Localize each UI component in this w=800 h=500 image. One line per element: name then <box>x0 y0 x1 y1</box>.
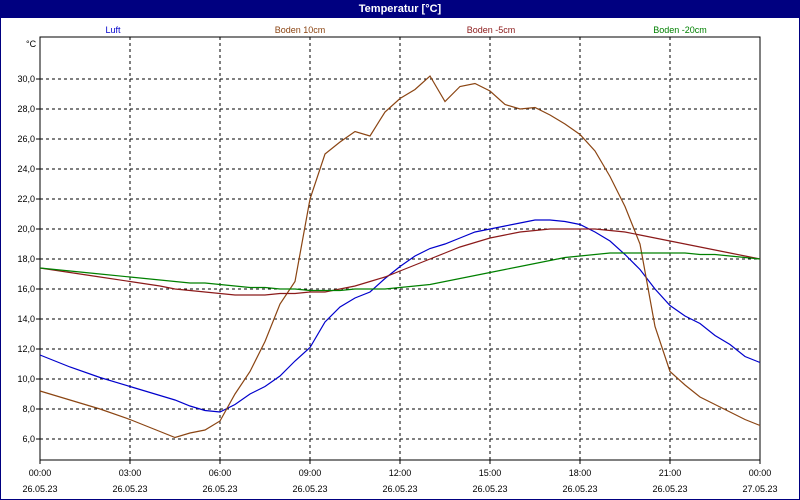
x-tick-date: 26.05.23 <box>562 484 597 494</box>
x-tick-date: 26.05.23 <box>382 484 417 494</box>
y-tick-label: 18,0 <box>17 254 35 264</box>
x-tick-time: 00:00 <box>749 468 772 478</box>
y-tick-label: 16,0 <box>17 284 35 294</box>
x-tick-time: 12:00 <box>389 468 412 478</box>
series-line-boden-20cm <box>39 252 761 292</box>
y-tick-label: 22,0 <box>17 194 35 204</box>
series-line-boden-10cm <box>39 75 761 439</box>
y-tick-label: 14,0 <box>17 314 35 324</box>
y-tick-label: 28,0 <box>17 104 35 114</box>
x-tick-date: 26.05.23 <box>472 484 507 494</box>
x-tick-date: 26.05.23 <box>22 484 57 494</box>
legend-entry: Boden 10cm <box>275 25 326 35</box>
series-line-boden-5cm <box>39 228 761 296</box>
axes: °C 6,0 8,0 10,0 12,0 14,0 16,0 18,0 20,0 22,0 24,… <box>17 39 777 494</box>
x-tick-time: 00:00 <box>29 468 52 478</box>
x-tick-time: 06:00 <box>209 468 232 478</box>
legend-entry: Boden -5cm <box>467 25 516 35</box>
y-tick-label: 8,0 <box>22 404 35 414</box>
y-tick-label: 26,0 <box>17 134 35 144</box>
x-tick-date: 27.05.23 <box>742 484 777 494</box>
x-tick-date: 26.05.23 <box>202 484 237 494</box>
x-tick-date: 26.05.23 <box>292 484 327 494</box>
x-tick-time: 18:00 <box>569 468 592 478</box>
series-line-luft <box>39 219 761 413</box>
y-tick-label: 30,0 <box>17 74 35 84</box>
y-tick-label: 6,0 <box>22 434 35 444</box>
legend: Luft Boden 10cm Boden -5cm Boden -20cm <box>105 25 706 35</box>
legend-entry: Luft <box>105 25 121 35</box>
x-tick-time: 21:00 <box>659 468 682 478</box>
x-tick-time: 15:00 <box>479 468 502 478</box>
y-tick-label: 24,0 <box>17 164 35 174</box>
y-tick-label: 12,0 <box>17 344 35 354</box>
x-tick-time: 09:00 <box>299 468 322 478</box>
x-tick-date: 26.05.23 <box>112 484 147 494</box>
y-tick-label: 20,0 <box>17 224 35 234</box>
x-tick-time: 03:00 <box>119 468 142 478</box>
series-lines <box>39 75 761 439</box>
y-axis-label: °C <box>26 39 37 49</box>
grid <box>40 37 760 460</box>
y-tick-label: 10,0 <box>17 374 35 384</box>
x-tick-date: 26.05.23 <box>652 484 687 494</box>
window-title: Temperatur [°C] <box>0 0 800 18</box>
legend-entry: Boden -20cm <box>653 25 707 35</box>
